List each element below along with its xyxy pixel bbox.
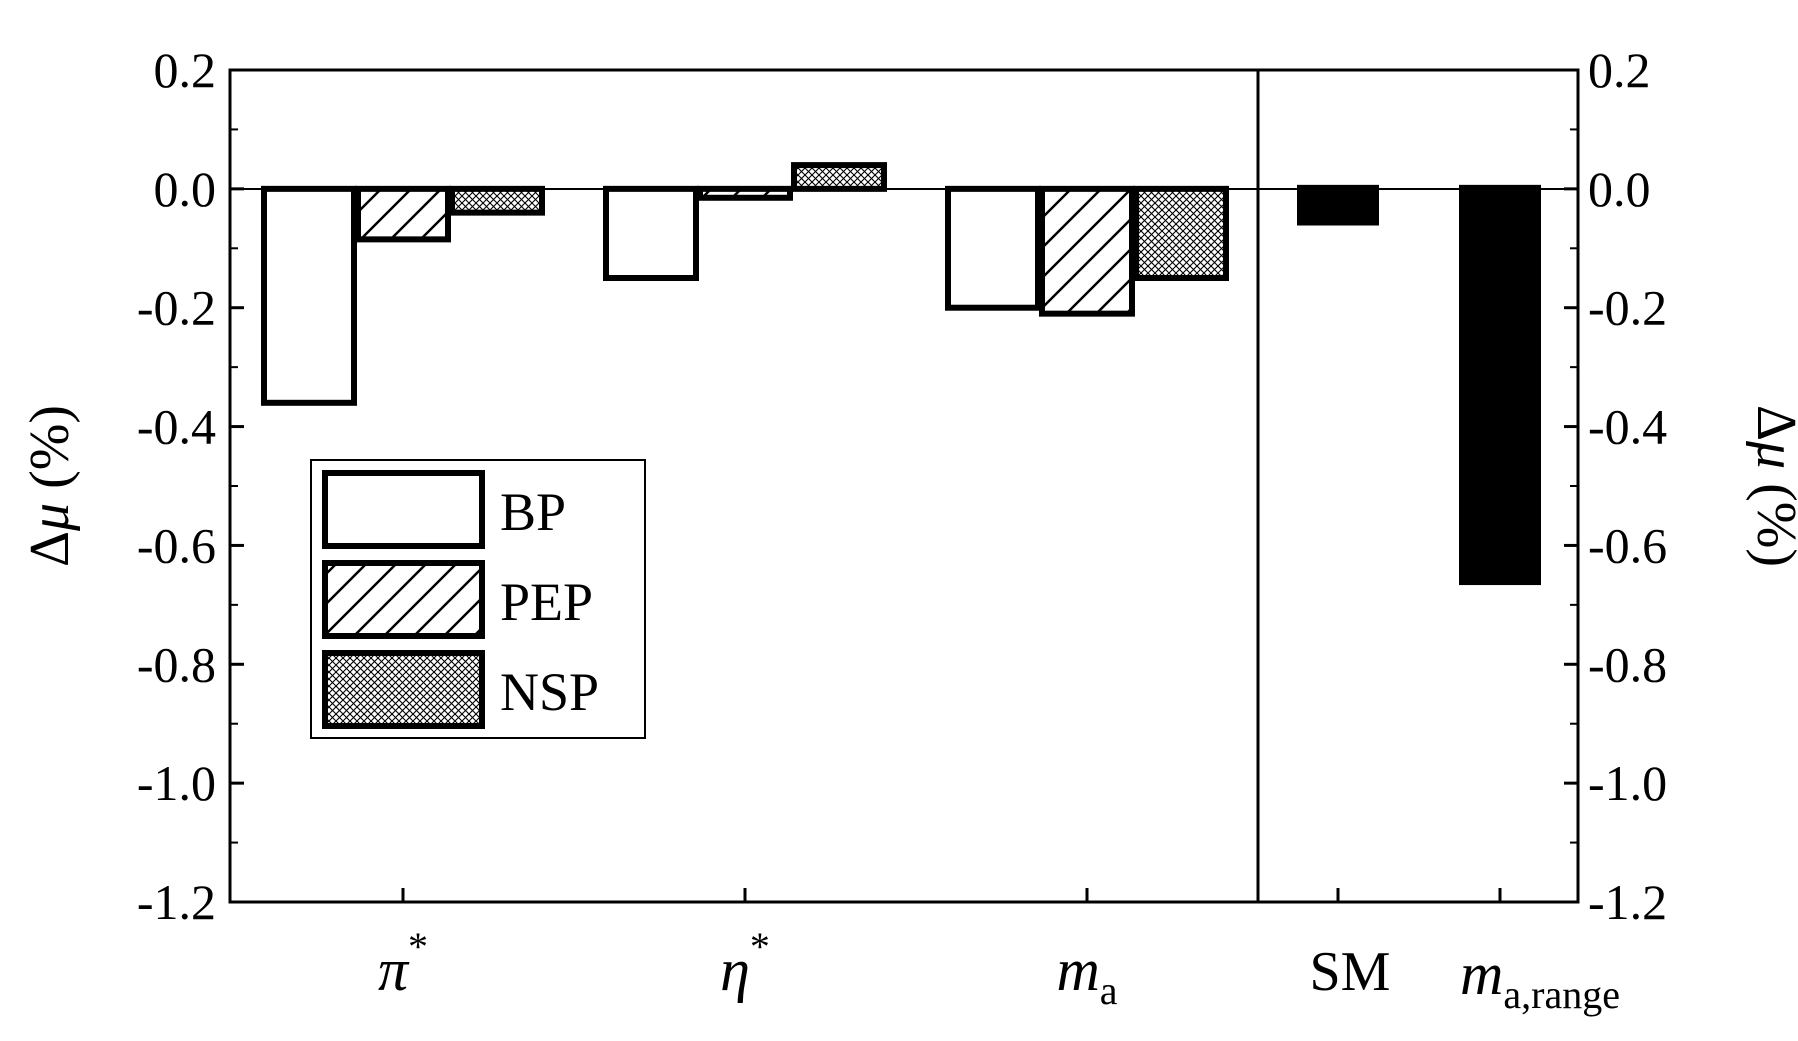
- bar-bp-1: [603, 185, 699, 282]
- bar-bp-2: [945, 185, 1041, 311]
- bar-pep-1: [697, 185, 793, 201]
- x-label-eta-star: η*: [720, 924, 770, 1003]
- y-tick-label-right: -0.4: [1588, 399, 1667, 455]
- labels-layer: 0.2 0.2 0.0 0.0 -0.2 -0.2 -0.4 -0.4 -0.6 -0.6 -0.8…: [137, 42, 1667, 1017]
- y-tick-label-left: -0.2: [137, 280, 216, 336]
- y-tick-label-left: -1.0: [137, 755, 216, 811]
- legend-label-bp: BP: [500, 482, 566, 542]
- y-tick-label-right: -1.2: [1588, 874, 1667, 930]
- bar-pep-2: [1039, 185, 1135, 317]
- x-label-sm: SM: [1310, 941, 1391, 1003]
- legend-label-nsp: NSP: [500, 662, 599, 722]
- y-tick-label-right: -0.8: [1588, 636, 1667, 692]
- y-tick-label-left: -0.6: [137, 517, 216, 573]
- y-tick-label-left: -0.8: [137, 636, 216, 692]
- y-tick-label-right: 0.0: [1588, 161, 1651, 217]
- bar-right-1: [1459, 184, 1541, 586]
- bar-right-0: [1297, 184, 1379, 226]
- bars-layer: [261, 162, 1541, 586]
- legend: BP PEP NSP: [310, 459, 646, 739]
- legend-swatch-bp: [322, 470, 485, 549]
- y-tick-label-left: -1.2: [137, 874, 216, 930]
- legend-swatch-pep: [322, 560, 485, 639]
- x-label-pi-star: π*: [378, 924, 428, 1003]
- y-axis-title-right: Δμ (%): [1745, 405, 1798, 567]
- bar-nsp-0: [449, 185, 545, 216]
- legend-swatch-nsp: [322, 650, 485, 729]
- x-label-m-a: ma: [1056, 937, 1117, 1013]
- y-tick-label-right: -1.0: [1588, 755, 1667, 811]
- x-label-m-a-range: ma,range: [1460, 941, 1620, 1017]
- y-axis-title-left: Δμ (%): [19, 405, 81, 567]
- ticks-layer: [230, 68, 1578, 904]
- bar-nsp-2: [1133, 185, 1229, 282]
- y-tick-label-right: -0.6: [1588, 517, 1667, 573]
- y-tick-label-left: -0.4: [137, 399, 216, 455]
- y-tick-label-right: -0.2: [1588, 280, 1667, 336]
- y-tick-label-left: 0.2: [154, 42, 217, 98]
- bar-nsp-1: [791, 162, 887, 192]
- bar-bp-0: [261, 185, 357, 406]
- y-tick-label-right: 0.2: [1588, 42, 1651, 98]
- legend-label-pep: PEP: [500, 572, 593, 632]
- bar-pep-0: [355, 185, 451, 243]
- y-tick-label-left: 0.0: [154, 161, 217, 217]
